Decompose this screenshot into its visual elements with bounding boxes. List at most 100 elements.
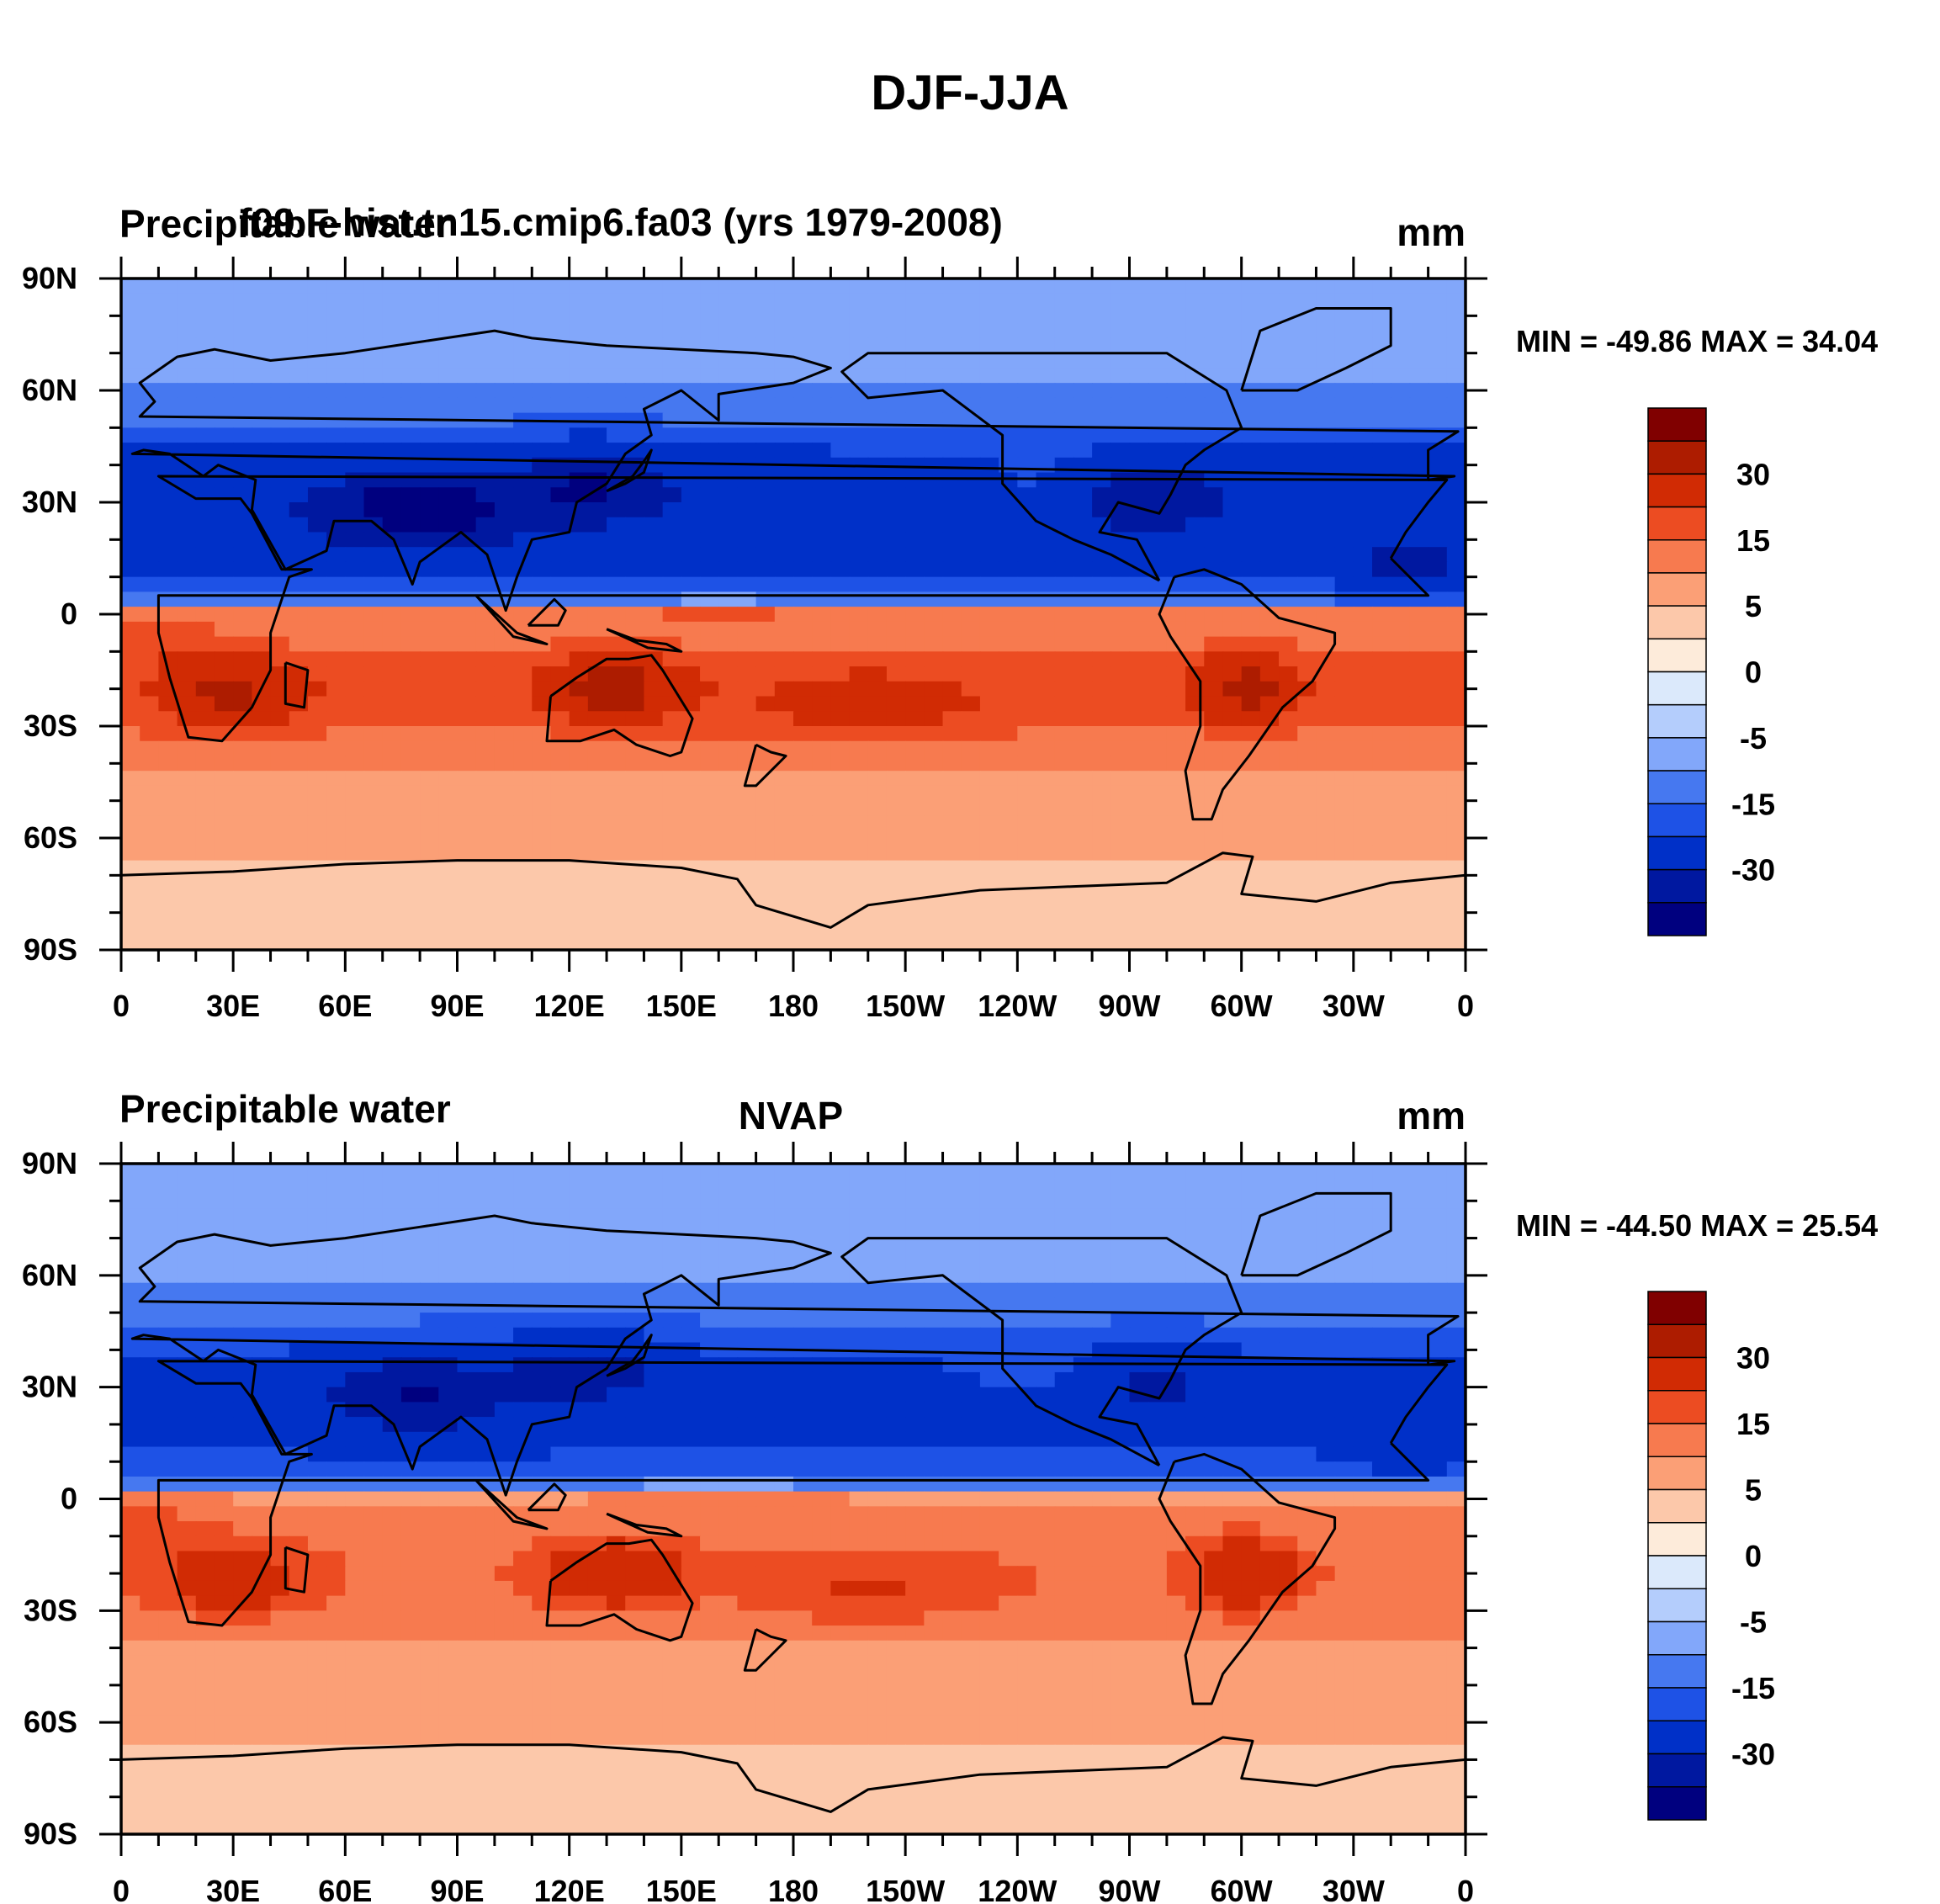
field-cell [1036,337,1056,354]
field-cell [905,1327,925,1344]
field-cell [774,860,794,877]
field-cell [140,1357,160,1373]
field-cell [1110,1253,1131,1269]
field-cell [886,547,906,563]
field-cell [1334,368,1354,384]
field-cell [755,591,776,607]
field-cell [1166,830,1186,846]
field-cell [121,1178,140,1195]
field-cell [961,1446,981,1463]
field-cell [587,1476,607,1493]
field-cell [345,383,365,399]
field-cell [1073,472,1093,489]
field-cell [700,621,720,638]
field-cell [494,830,514,846]
field-cell [420,1387,440,1403]
field-cell [158,875,178,891]
field-cell [1316,845,1336,862]
field-cell [961,800,981,817]
field-cell [475,666,496,682]
field-cell [195,487,215,503]
field-cell [382,726,402,742]
field-cell [1036,353,1056,369]
field-cell [700,308,720,324]
field-cell [1073,1417,1093,1433]
field-cell [550,517,570,533]
field-cell [532,383,552,399]
field-cell [979,443,999,459]
field-cell [121,726,140,742]
field-cell [513,1238,533,1254]
field-cell [681,890,701,906]
field-cell [961,681,981,697]
field-cell [644,830,664,846]
field-cell [718,457,739,474]
field-cell [1110,1238,1131,1254]
field-cell [849,443,869,459]
field-cell [289,1267,309,1284]
field-cell [532,920,552,936]
field-cell [475,427,496,443]
field-cell [1259,815,1280,831]
field-cell [999,890,1019,906]
field-cell [905,681,925,697]
field-cell [1222,920,1243,936]
field-cell [755,607,776,623]
field-cell [681,487,701,503]
field-cell [999,353,1019,369]
field-cell [382,1313,402,1329]
field-cell [1353,904,1373,921]
field-cell [1428,502,1448,518]
field-cell [326,1282,347,1299]
field-cell [1334,353,1354,369]
field-cell [1372,368,1392,384]
field-cell [345,1387,365,1403]
field-cell [345,800,365,817]
field-cell [755,547,776,563]
field-cell [1241,621,1261,638]
field-cell [1129,1208,1149,1224]
field-cell [774,845,794,862]
field-cell [1353,383,1373,399]
field-cell [307,517,327,533]
field-cell [140,845,160,862]
field-cell [662,1208,682,1224]
field-cell [886,427,906,443]
field-cell [363,920,384,936]
field-cell [382,383,402,399]
field-cell [1092,368,1112,384]
field-cell [307,636,327,653]
field-cell [812,1476,832,1493]
field-cell [1092,576,1112,593]
field-cell [345,397,365,414]
field-cell [438,1253,458,1269]
field-cell [1148,383,1168,399]
field-cell [1073,651,1093,667]
field-cell [1054,1222,1074,1239]
field-cell [607,815,627,831]
field-cell [1316,278,1336,294]
field-cell [793,1461,813,1477]
field-cell [569,1313,589,1329]
field-cell [1353,1431,1373,1448]
field-cell [345,457,365,474]
colorbar-box [1647,539,1707,574]
field-cell [1259,666,1280,682]
field-cell [1409,815,1429,831]
field-cell [905,397,925,414]
field-cell [961,636,981,653]
field-cell [214,1431,234,1448]
field-cell [121,875,140,891]
field-cell [1129,756,1149,772]
field-cell [345,1402,365,1418]
field-cell [1073,756,1093,772]
field-cell [177,1446,197,1463]
field-cell [1110,1476,1131,1493]
field-cell [326,756,347,772]
field-cell [1148,771,1168,787]
field-cell [438,1461,458,1477]
field-cell [233,532,253,548]
field-cell [1409,711,1429,727]
field-cell [830,532,851,548]
field-cell [662,1178,682,1195]
